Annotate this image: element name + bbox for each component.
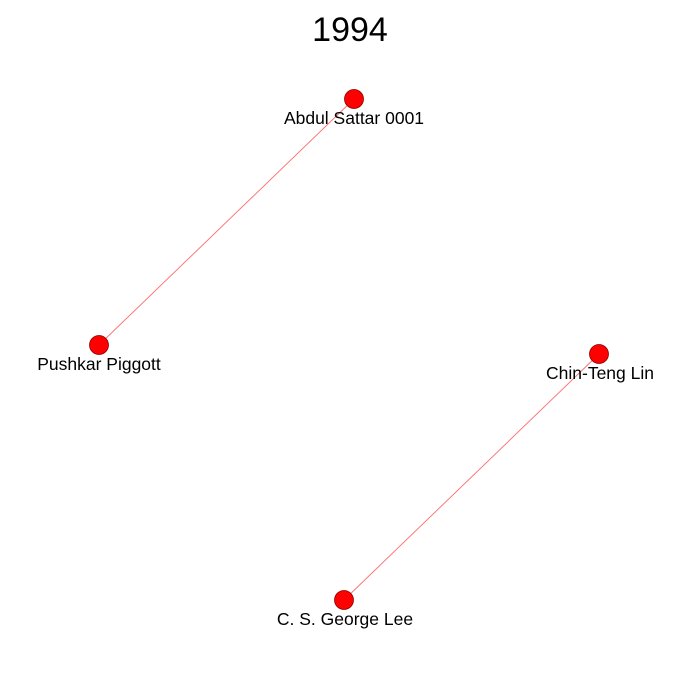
nodes-layer xyxy=(89,89,609,610)
edge-abdul-pushkar xyxy=(98,98,355,346)
node-george xyxy=(334,590,354,610)
edges-layer xyxy=(98,98,600,601)
node-chinteng xyxy=(589,344,609,364)
labels-layer: Abdul Sattar 0001 Pushkar Piggott Chin-Ten… xyxy=(37,108,654,629)
graph-title: 1994 xyxy=(312,11,388,49)
node-label-chinteng: Chin-Teng Lin xyxy=(546,363,654,383)
node-label-pushkar: Pushkar Piggott xyxy=(37,354,161,374)
node-label-george: C. S. George Lee xyxy=(277,609,413,629)
node-pushkar xyxy=(89,335,109,355)
node-abdul xyxy=(344,89,364,109)
node-label-abdul: Abdul Sattar 0001 xyxy=(284,108,424,128)
edge-chinteng-george xyxy=(343,353,600,601)
